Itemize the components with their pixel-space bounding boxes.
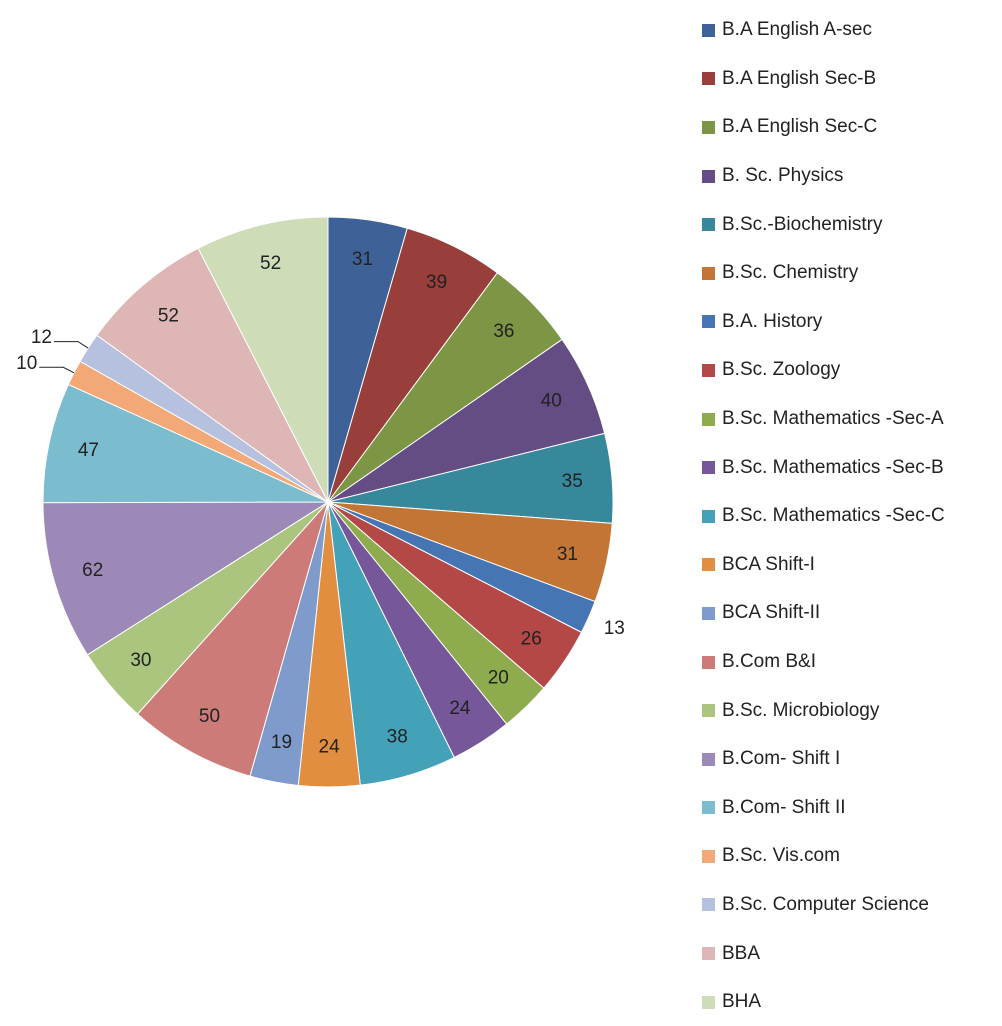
legend-swatch <box>702 849 715 863</box>
legend-label: BHA <box>722 991 762 1013</box>
data-label-b-sc-vis-com: 10 <box>16 353 37 374</box>
legend-item-bha: BHA <box>702 978 945 1026</box>
legend-swatch <box>702 169 715 183</box>
legend-label: B.A English Sec-B <box>722 67 877 89</box>
data-label-bca-shift-i: 24 <box>319 737 341 758</box>
data-label-b-sc-mathematics-sec-a: 20 <box>488 668 509 689</box>
legend-swatch <box>702 606 715 620</box>
data-label-bba: 52 <box>158 306 179 327</box>
legend-item-b-sc-physics: B. Sc. Physics <box>702 152 945 201</box>
legend-swatch <box>702 558 715 572</box>
legend-swatch <box>702 752 715 766</box>
data-label-b-sc-microbiology: 30 <box>130 650 151 671</box>
legend-item-bba: BBA <box>702 929 945 978</box>
legend-item-b-sc-microbiology: B.Sc. Microbiology <box>702 686 945 735</box>
leader-line-b-sc-computer-science <box>54 341 89 349</box>
legend-swatch <box>702 72 715 86</box>
data-label-b-com-shift-ii: 47 <box>78 440 99 461</box>
legend-item-bca-shift-ii: BCA Shift-II <box>702 589 945 638</box>
legend-item-b-sc-mathematics-sec-c: B.Sc. Mathematics -Sec-C <box>702 492 945 541</box>
legend-item-b-com-bandi: B.Com B&I <box>702 638 945 687</box>
legend-swatch <box>702 363 715 377</box>
pie-slice-b-com-bandi <box>136 501 329 777</box>
legend-item-b-sc-chemistry: B.Sc. Chemistry <box>702 249 945 298</box>
data-label-b-com-bandi: 50 <box>199 706 220 727</box>
data-label-b-a-history: 13 <box>604 618 625 639</box>
pie-plot: 31 39 36 40 35 31 13 26 20 24 38 24 19 50 30 62 47 10 12 52… <box>16 216 625 788</box>
data-label-bha: 52 <box>260 253 281 274</box>
data-label-b-sc-zoology: 26 <box>521 629 542 650</box>
legend-item-b-sc-computer-science: B.Sc. Computer Science <box>702 881 945 930</box>
legend-label: B.Sc. Mathematics -Sec-A <box>722 408 944 430</box>
legend-label: B.Sc. Mathematics -Sec-C <box>722 505 945 527</box>
legend-item-b-sc-zoology: B.Sc. Zoology <box>702 346 945 395</box>
legend-label: B.Com- Shift I <box>722 748 841 770</box>
legend-swatch <box>702 461 715 475</box>
legend-swatch <box>702 655 715 669</box>
legend-label: B.Sc. Vis.com <box>722 845 840 867</box>
legend-swatch <box>702 898 715 912</box>
legend-swatch <box>702 266 715 280</box>
data-label-b-sc-biochemistry: 35 <box>562 471 583 492</box>
data-label-bca-shift-ii: 19 <box>271 732 292 753</box>
legend-swatch <box>702 509 715 523</box>
legend-item-b-a-history: B.A. History <box>702 298 945 347</box>
legend-item-b-com-shift-ii: B.Com- Shift II <box>702 784 945 833</box>
data-label-b-a-english-sec-c: 36 <box>493 321 514 342</box>
legend-item-b-a-english-a-sec: B.A English A-sec <box>702 6 945 55</box>
pie-slice-b-com-shift-ii <box>42 383 329 504</box>
legend-swatch <box>702 995 715 1009</box>
legend-label: B.Com- Shift II <box>722 796 846 818</box>
data-label-b-a-english-a-sec: 31 <box>352 249 373 270</box>
legend-label: BBA <box>722 942 761 964</box>
legend-label: B.Sc. Mathematics -Sec-B <box>722 456 944 478</box>
legend-label: B.Sc. Computer Science <box>722 893 929 915</box>
data-label-b-sc-physics: 40 <box>541 390 562 411</box>
legend-swatch <box>702 23 715 37</box>
legend: B.A English A-sec B.A English Sec-B B.A En… <box>702 6 945 1026</box>
pie-slice-bha <box>197 216 329 503</box>
legend-swatch <box>702 801 715 815</box>
legend-swatch <box>702 218 715 232</box>
legend-label: B.Sc. Microbiology <box>722 699 880 721</box>
legend-label: BCA Shift-I <box>722 553 815 575</box>
legend-item-b-a-english-sec-b: B.A English Sec-B <box>702 55 945 104</box>
data-label-b-sc-chemistry: 31 <box>557 544 578 565</box>
legend-label: B.Sc. Zoology <box>722 359 841 381</box>
legend-label: B.A English Sec-C <box>722 116 878 138</box>
legend-label: BCA Shift-II <box>722 602 821 624</box>
data-label-b-sc-computer-science: 12 <box>31 327 52 348</box>
legend-label: B.A. History <box>722 310 823 332</box>
pie-slice-b-com-shift-i <box>42 501 330 656</box>
legend-swatch <box>702 704 715 718</box>
legend-label: B.Sc.-Biochemistry <box>722 213 883 235</box>
legend-item-b-sc-mathematics-sec-b: B.Sc. Mathematics -Sec-B <box>702 443 945 492</box>
data-label-b-sc-mathematics-sec-b: 24 <box>449 698 471 719</box>
legend-swatch <box>702 947 715 961</box>
data-label-b-a-english-sec-b: 39 <box>426 272 447 293</box>
legend-item-b-sc-vis-com: B.Sc. Vis.com <box>702 832 945 881</box>
legend-item-b-sc-biochemistry: B.Sc.-Biochemistry <box>702 200 945 249</box>
legend-label: B. Sc. Physics <box>722 165 844 187</box>
data-label-b-sc-mathematics-sec-c: 38 <box>387 727 408 748</box>
pie-slice-bba <box>96 247 329 503</box>
legend-label: B.Com B&I <box>722 651 816 673</box>
legend-item-b-com-shift-i: B.Com- Shift I <box>702 735 945 784</box>
legend-item-b-a-english-sec-c: B.A English Sec-C <box>702 103 945 152</box>
data-label-b-com-shift-i: 62 <box>82 560 103 581</box>
legend-swatch <box>702 315 715 329</box>
legend-swatch <box>702 412 715 426</box>
leader-line-b-sc-vis-com <box>39 366 75 374</box>
legend-label: B.A English A-sec <box>722 19 872 41</box>
legend-swatch <box>702 120 715 134</box>
legend-label: B.Sc. Chemistry <box>722 262 859 284</box>
legend-item-b-sc-mathematics-sec-a: B.Sc. Mathematics -Sec-A <box>702 395 945 444</box>
legend-item-bca-shift-i: BCA Shift-I <box>702 541 945 590</box>
pie-chart: 31 39 36 40 35 31 13 26 20 24 38 24 19 50 30 62 47 10 12 52… <box>16 19 945 1012</box>
